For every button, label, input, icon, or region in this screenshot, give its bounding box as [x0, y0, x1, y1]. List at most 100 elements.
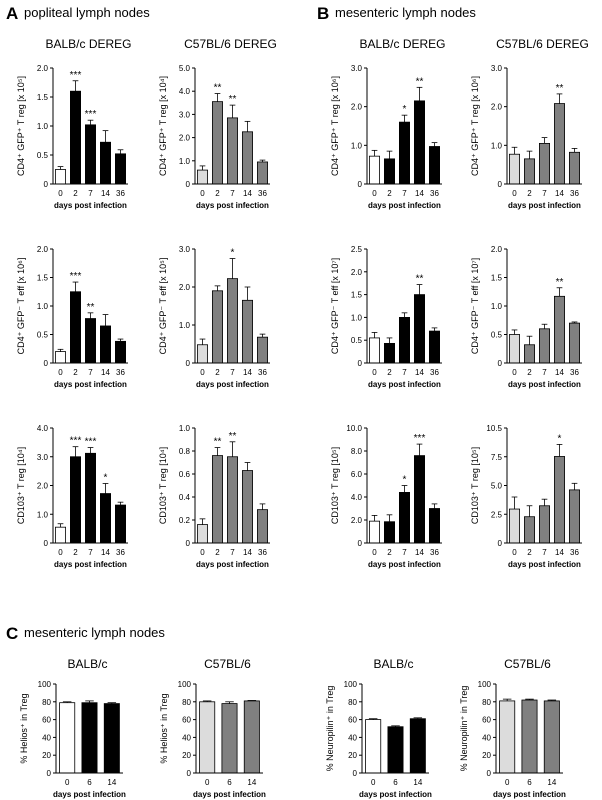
chart-title: C57BL/6 DEREG	[184, 37, 277, 51]
tick-label: 80	[482, 698, 491, 707]
significance-label: **	[87, 302, 95, 313]
bar	[383, 342, 395, 364]
bar	[59, 702, 76, 774]
tick-label: 1.0	[491, 302, 503, 311]
x-axis-label: days post infection	[368, 380, 441, 389]
bar	[569, 489, 581, 544]
tick-label: 0	[372, 189, 377, 198]
significance-label: ***	[414, 433, 426, 444]
y-axis-label: CD4⁺ GFP⁺ T reg [x 10⁴]	[158, 76, 168, 176]
tick-label: 2	[215, 189, 220, 198]
panel-c-title: mesenteric lymph nodes	[24, 625, 165, 640]
bar	[115, 153, 127, 185]
tick-label: 1.0	[37, 122, 49, 131]
tick-label: 0	[353, 769, 358, 778]
tick-label: 4.0	[37, 424, 49, 433]
y-axis-label: CD4⁺ GFP⁻ T eff [x 10⁷]	[470, 258, 480, 354]
bar	[428, 508, 440, 544]
bar	[383, 158, 395, 185]
significance-label: *	[403, 475, 407, 486]
tick-label: 60	[182, 716, 191, 725]
bar	[428, 330, 440, 364]
tick-label: 1.0	[37, 510, 49, 519]
chart-b1: BALB/c DEREG 0 2 * 7 ** 14 36 0 1.0 2.0 3.0 days pos…	[330, 37, 446, 210]
tick-label: 2	[73, 548, 78, 557]
x-axis-label: days post infection	[508, 560, 581, 569]
tick-label: 0	[47, 769, 52, 778]
bar	[81, 702, 98, 774]
chart-a1: BALB/c DEREG 0 *** 2 *** 7 14 36 0 0.5 1.0 1.5 2.0 da…	[16, 37, 132, 210]
tick-label: 20	[42, 751, 51, 760]
tick-label: 7	[230, 189, 235, 198]
y-axis-label: CD4⁺ GFP⁻ T eff [x 10⁵]	[158, 258, 168, 355]
tick-label: 4.0	[179, 87, 191, 96]
bar	[539, 505, 551, 544]
chart-title: BALB/c	[67, 657, 107, 671]
bar	[569, 151, 581, 185]
tick-label: 0	[186, 539, 191, 548]
chart-a6: 0 ** 2 ** 7 14 36 0 0.2 0.4 0.6 0.8 1.0 days post inf…	[158, 424, 270, 569]
bar	[115, 340, 127, 364]
y-axis-label: CD4⁺ GFP⁺ T reg [x 10⁶]	[470, 76, 480, 176]
bar	[539, 142, 551, 185]
tick-label: 100	[478, 680, 492, 689]
significance-label: *	[231, 248, 235, 259]
tick-label: 14	[415, 189, 424, 198]
bar	[70, 90, 82, 185]
panel-a-letter: A	[6, 4, 18, 23]
tick-label: 2	[73, 189, 78, 198]
chart-a4: 0 2 * 7 14 36 0 1.0 2.0 3.0 days post infection CD4…	[158, 245, 270, 389]
tick-label: 0	[65, 778, 70, 787]
chart-a3: 0 *** 2 ** 7 14 36 0 0.5 1.0 1.5 2.0 days post infec…	[16, 245, 128, 389]
tick-label: 0.6	[179, 470, 191, 479]
y-axis-label: % Helios⁺ in Treg	[159, 693, 169, 763]
y-axis-label: % Helios⁺ in Treg	[19, 693, 29, 763]
tick-label: 2	[215, 548, 220, 557]
chart-a5: 0 *** 2 *** 7 * 14 36 0 1.0 2.0 3.0 4.0 days post inf…	[16, 424, 128, 569]
significance-label: **	[556, 83, 564, 94]
tick-label: 0	[186, 180, 191, 189]
tick-label: 7	[88, 189, 93, 198]
tick-label: 7.5	[491, 453, 503, 462]
chart-c2: C57BL/6 0 6 14 0 20 40 60 80 100 days post infecti…	[159, 657, 266, 799]
tick-label: 14	[555, 368, 564, 377]
bar	[428, 146, 440, 185]
bar	[387, 726, 404, 774]
bar	[368, 337, 380, 364]
tick-label: 7	[88, 548, 93, 557]
significance-label: ***	[85, 437, 97, 448]
tick-label: 1.5	[37, 93, 49, 102]
tick-label: 3.0	[179, 245, 191, 254]
y-axis-label: CD4⁺ GFP⁺ T reg [x 10⁶]	[330, 76, 340, 176]
y-axis-label: CD103⁺ T reg [10⁴]	[16, 447, 26, 524]
bar	[499, 700, 516, 774]
bar	[365, 719, 382, 774]
tick-label: 0.5	[351, 336, 363, 345]
significance-label: ***	[70, 271, 82, 282]
chart-title: BALB/c DEREG	[45, 37, 131, 51]
bar	[554, 103, 566, 185]
bar	[115, 504, 127, 544]
tick-label: 36	[570, 189, 579, 198]
bar	[211, 101, 223, 185]
tick-label: 0	[44, 180, 49, 189]
bar	[85, 452, 97, 544]
significance-label: **	[416, 76, 424, 87]
chart-title: C57BL/6 DEREG	[496, 37, 589, 51]
tick-label: 10.0	[346, 424, 362, 433]
tick-label: 10.5	[486, 424, 502, 433]
bar	[543, 700, 560, 774]
tick-label: 2.0	[179, 283, 191, 292]
tick-label: 0	[358, 180, 363, 189]
tick-label: 0	[512, 368, 517, 377]
tick-label: 0	[186, 359, 191, 368]
bar	[524, 516, 536, 544]
tick-label: 2	[387, 548, 392, 557]
tick-label: 1.0	[179, 157, 191, 166]
significance-label: ***	[70, 70, 82, 81]
tick-label: 5.0	[179, 64, 191, 73]
bar	[383, 521, 395, 544]
tick-label: 0	[200, 368, 205, 377]
bar	[70, 291, 82, 364]
tick-label: 0	[498, 359, 503, 368]
